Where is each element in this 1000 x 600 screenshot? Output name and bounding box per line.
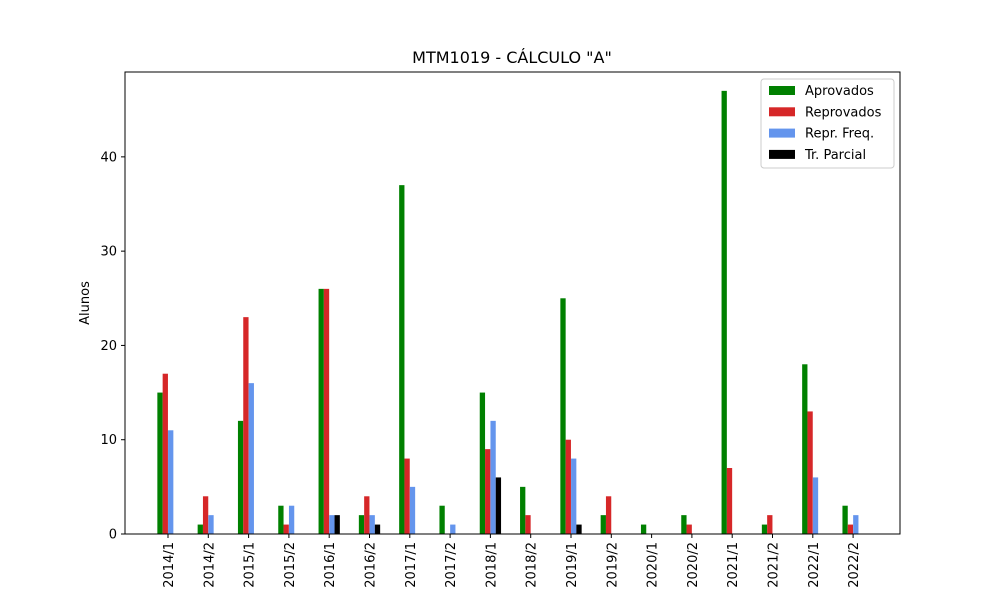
bar-aprovados-2016-1: [318, 288, 324, 534]
bar-aprovados-2021-2: [761, 524, 768, 534]
x-tick-label: 2014/1: [162, 542, 177, 588]
x-tick-label: 2019/2: [605, 542, 620, 588]
bar-aprovados-2019-1: [560, 298, 566, 534]
bar-repr-freq-2016-1: [329, 515, 335, 534]
legend-swatch: [769, 128, 795, 138]
bar-aprovados-2020-1: [640, 524, 647, 534]
bar-reprovados-2018-2: [525, 515, 531, 534]
bar-repr-freq-2017-2: [450, 524, 456, 534]
x-tick-label: 2017/1: [404, 542, 419, 588]
bar-repr-freq-2018-1: [490, 420, 496, 534]
bar-aprovados-2014-1: [157, 392, 163, 534]
bar-reprovados-2016-2: [364, 496, 370, 534]
bar-aprovados-2017-2: [439, 505, 445, 534]
bar-reprovados-2020-2: [686, 524, 692, 534]
legend-label: Repr. Freq.: [805, 127, 874, 142]
legend-box: [760, 78, 895, 169]
bar-reprovados-2021-2: [767, 515, 773, 534]
bar-reprovados-2015-2: [283, 524, 289, 534]
bar-tr-parcial-2016-2: [374, 524, 381, 534]
legend: Aprovados Reprovados Repr. Freq. Tr. Parcia…: [760, 78, 895, 169]
bar-reprovados-2022-1: [807, 411, 813, 534]
legend-swatch: [769, 86, 795, 95]
bars-group: [157, 90, 859, 535]
bar-aprovados-2016-2: [358, 515, 365, 534]
x-tick-label: 2019/1: [565, 542, 580, 588]
x-tick-label: 2016/1: [323, 542, 338, 588]
x-tick-label: 2022/2: [847, 542, 862, 588]
y-tick-label: 30: [100, 245, 117, 260]
x-tick-label: 2021/2: [767, 542, 782, 588]
bar-repr-freq-2022-1: [812, 477, 819, 534]
bar-reprovados-2021-1: [726, 468, 733, 534]
bar-repr-freq-2014-2: [208, 515, 214, 534]
bar-aprovados-2019-2: [600, 515, 606, 534]
bar-repr-freq-2017-1: [409, 486, 416, 534]
y-tick-label: 40: [100, 150, 117, 165]
bar-tr-parcial-2018-1: [495, 477, 502, 534]
y-tick-label: 10: [100, 433, 117, 448]
bar-reprovados-2014-2: [202, 496, 209, 534]
bar-repr-freq-2015-1: [248, 383, 254, 534]
legend-label: Tr. Parcial: [804, 148, 866, 163]
bar-reprovados-2016-1: [323, 288, 330, 534]
x-tick-label: 2014/2: [202, 542, 217, 588]
bar-repr-freq-2019-1: [571, 458, 577, 534]
bar-aprovados-2014-2: [197, 524, 203, 534]
bar-repr-freq-2014-1: [168, 430, 174, 534]
x-tick-label: 2020/2: [686, 542, 701, 588]
chart-title: MTM1019 - CÁLCULO "A": [412, 48, 612, 67]
bar-aprovados-2022-2: [842, 505, 848, 534]
y-tick-label: 20: [100, 339, 117, 354]
y-axis-label: Alunos: [78, 281, 93, 325]
y-tick-label: 0: [109, 528, 117, 543]
bar-reprovados-2019-2: [605, 496, 612, 534]
bar-tr-parcial-2019-1: [576, 524, 582, 534]
bar-reprovados-2015-1: [243, 317, 249, 534]
bar-repr-freq-2016-2: [369, 515, 375, 534]
bar-reprovados-2022-2: [847, 524, 854, 534]
x-tick-label: 2022/1: [807, 542, 822, 588]
x-ticks-group: 2014/1 2014/2 2015/1 2015/2 2016/1 2016/2 2017…: [162, 534, 862, 588]
bar-repr-freq-2022-2: [853, 515, 859, 534]
bar-aprovados-2017-1: [399, 185, 405, 534]
legend-swatch: [769, 107, 795, 117]
legend-swatch: [769, 149, 795, 159]
x-tick-label: 2020/1: [646, 542, 661, 588]
bar-reprovados-2017-1: [404, 458, 410, 534]
bar-aprovados-2018-1: [479, 392, 486, 534]
bar-aprovados-2015-2: [278, 505, 284, 534]
bar-aprovados-2021-1: [721, 90, 727, 535]
bar-aprovados-2020-2: [681, 515, 687, 534]
bar-reprovados-2018-1: [485, 449, 491, 534]
x-tick-label: 2015/1: [243, 542, 258, 588]
plot-frame: [124, 71, 901, 535]
bar-aprovados-2015-1: [237, 420, 244, 534]
x-tick-label: 2018/2: [525, 542, 540, 588]
bar-repr-freq-2015-2: [288, 505, 295, 534]
bar-aprovados-2018-2: [520, 486, 526, 534]
legend-label: Aprovados: [805, 84, 874, 99]
x-tick-label: 2015/2: [283, 542, 298, 588]
x-tick-label: 2018/1: [484, 542, 499, 588]
x-tick-label: 2016/2: [364, 542, 379, 588]
bar-reprovados-2014-1: [162, 373, 168, 534]
bar-tr-parcial-2016-1: [334, 515, 340, 534]
x-tick-label: 2017/2: [444, 542, 459, 588]
bar-aprovados-2022-1: [802, 364, 808, 534]
x-tick-label: 2021/1: [726, 542, 741, 588]
legend-label: Reprovados: [805, 105, 882, 120]
bar-reprovados-2019-1: [565, 439, 571, 534]
y-ticks-group: 0 10 20 30 40: [100, 150, 125, 543]
